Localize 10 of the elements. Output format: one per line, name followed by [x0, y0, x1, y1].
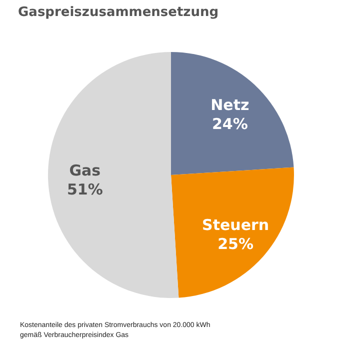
data-label: 24% [212, 115, 248, 134]
slice-label: Netz [210, 96, 250, 114]
pie-slice [171, 167, 294, 298]
pie-slice [48, 52, 179, 298]
data-label: 51% [66, 180, 103, 199]
slice-label: Steuern [202, 216, 270, 234]
pie-slice [171, 52, 294, 175]
slice-label: Gas [69, 162, 101, 180]
chart-title: Gaspreiszusammensetzung [18, 5, 219, 20]
data-label: 25% [218, 234, 254, 253]
